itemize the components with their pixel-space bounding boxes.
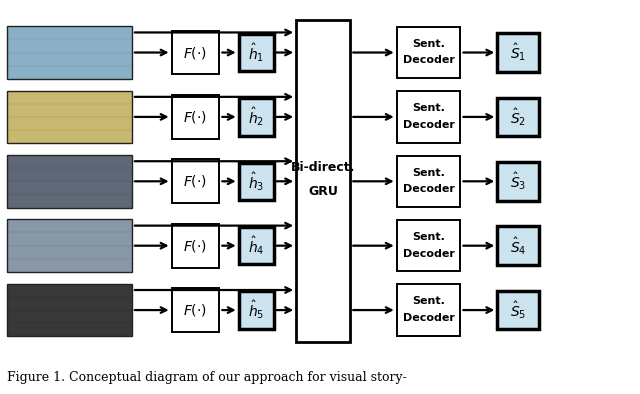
Text: Figure 1. Conceptual diagram of our approach for visual story-: Figure 1. Conceptual diagram of our appr… — [7, 371, 407, 384]
FancyBboxPatch shape — [239, 163, 274, 200]
Text: $\hat{S}_{3}$: $\hat{S}_{3}$ — [510, 171, 526, 192]
Text: $\hat{S}_{4}$: $\hat{S}_{4}$ — [509, 235, 526, 256]
FancyBboxPatch shape — [172, 160, 220, 203]
FancyBboxPatch shape — [397, 91, 461, 143]
Text: $F(\cdot)$: $F(\cdot)$ — [184, 45, 207, 61]
Text: $\hat{h}_{3}$: $\hat{h}_{3}$ — [248, 170, 264, 193]
Text: $\hat{h}_{5}$: $\hat{h}_{5}$ — [248, 299, 264, 322]
Text: GRU: GRU — [308, 185, 338, 198]
Text: $\hat{S}_{5}$: $\hat{S}_{5}$ — [510, 299, 526, 321]
FancyBboxPatch shape — [397, 284, 461, 336]
FancyBboxPatch shape — [497, 291, 539, 329]
FancyBboxPatch shape — [172, 95, 220, 139]
Text: Decoder: Decoder — [403, 184, 454, 194]
Text: Sent.: Sent. — [412, 103, 445, 113]
FancyBboxPatch shape — [497, 227, 539, 265]
Text: $F(\cdot)$: $F(\cdot)$ — [184, 238, 207, 254]
FancyBboxPatch shape — [8, 155, 132, 208]
Text: Decoder: Decoder — [403, 249, 454, 258]
FancyBboxPatch shape — [296, 20, 350, 342]
FancyBboxPatch shape — [239, 292, 274, 329]
FancyBboxPatch shape — [8, 219, 132, 272]
FancyBboxPatch shape — [8, 26, 132, 79]
FancyBboxPatch shape — [239, 34, 274, 71]
Text: $\hat{h}_{4}$: $\hat{h}_{4}$ — [248, 234, 264, 257]
FancyBboxPatch shape — [397, 220, 461, 271]
FancyBboxPatch shape — [239, 98, 274, 136]
Text: $\hat{h}_{2}$: $\hat{h}_{2}$ — [248, 106, 264, 128]
Text: Sent.: Sent. — [412, 168, 445, 178]
FancyBboxPatch shape — [397, 27, 461, 78]
Text: Decoder: Decoder — [403, 313, 454, 323]
Text: Bi-direct.: Bi-direct. — [291, 161, 355, 174]
Text: Sent.: Sent. — [412, 39, 445, 49]
Text: $F(\cdot)$: $F(\cdot)$ — [184, 302, 207, 318]
Text: $\hat{S}_{1}$: $\hat{S}_{1}$ — [510, 42, 526, 63]
FancyBboxPatch shape — [172, 224, 220, 268]
FancyBboxPatch shape — [8, 284, 132, 336]
FancyBboxPatch shape — [172, 31, 220, 74]
FancyBboxPatch shape — [8, 91, 132, 143]
Text: $\hat{h}_{1}$: $\hat{h}_{1}$ — [248, 41, 264, 64]
Text: Sent.: Sent. — [412, 232, 445, 242]
FancyBboxPatch shape — [397, 156, 461, 207]
Text: $F(\cdot)$: $F(\cdot)$ — [184, 109, 207, 125]
Text: $F(\cdot)$: $F(\cdot)$ — [184, 173, 207, 189]
FancyBboxPatch shape — [497, 33, 539, 72]
FancyBboxPatch shape — [497, 98, 539, 136]
Text: $\hat{S}_{2}$: $\hat{S}_{2}$ — [510, 106, 526, 128]
Text: Decoder: Decoder — [403, 56, 454, 65]
Text: Sent.: Sent. — [412, 296, 445, 307]
FancyBboxPatch shape — [239, 227, 274, 264]
FancyBboxPatch shape — [497, 162, 539, 201]
FancyBboxPatch shape — [172, 288, 220, 332]
Text: Decoder: Decoder — [403, 120, 454, 130]
